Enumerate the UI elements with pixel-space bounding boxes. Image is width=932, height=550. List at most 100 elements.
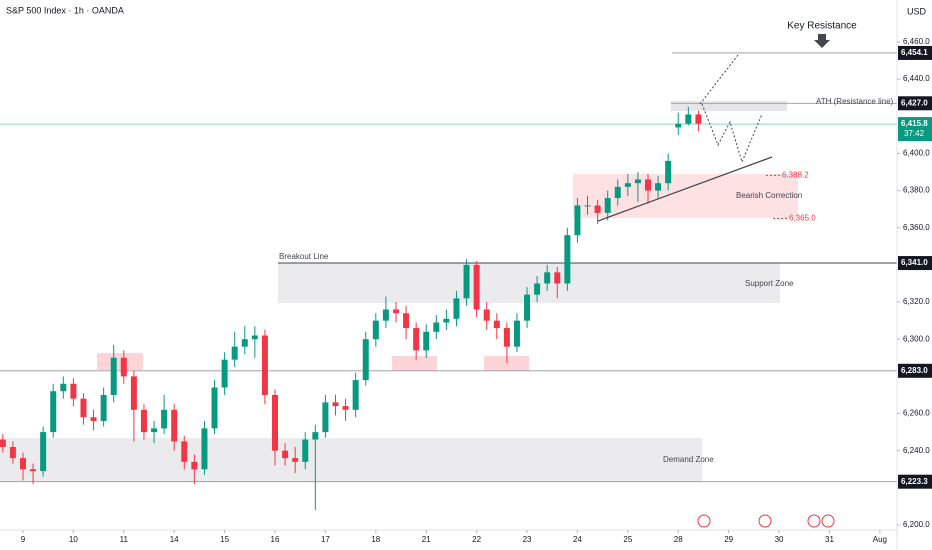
swing-zone (97, 353, 143, 370)
candle-body (594, 205, 601, 213)
candle-body (171, 409, 178, 442)
level-label-box (898, 363, 932, 378)
candle-body (634, 179, 641, 184)
x-tick-label: 23 (523, 535, 532, 544)
candle-body (433, 322, 440, 332)
candle-body (503, 328, 510, 347)
x-tick-label: Aug (873, 535, 887, 544)
x-tick-label: 31 (825, 535, 834, 544)
candle-body (513, 320, 520, 347)
x-tick-label: 9 (21, 535, 26, 544)
currency: USD (907, 6, 927, 16)
x-tick-label: 16 (271, 535, 280, 544)
level-label: 6,341.0 (901, 258, 928, 267)
candle-body (302, 439, 309, 462)
plot (0, 52, 897, 511)
x-tick-label: 22 (472, 535, 481, 544)
candle-body (392, 309, 399, 314)
candle-body (201, 428, 208, 470)
candle-body (554, 272, 561, 284)
x-tick-label: 10 (69, 535, 78, 544)
candle-body (130, 376, 137, 410)
candle-body (90, 417, 97, 421)
candle-body (564, 235, 571, 284)
level-label: 6,454.1 (901, 48, 928, 57)
candle-body (70, 383, 77, 399)
candle-body (292, 458, 299, 462)
x-tick-label: 15 (220, 535, 229, 544)
y-tick-label: 6,300.0 (903, 334, 930, 343)
candle-body (181, 441, 188, 462)
candle-body (574, 205, 581, 236)
candle-body (191, 461, 198, 470)
y-tick-label: 6,200.0 (903, 520, 930, 529)
annotation: Breakout Line (279, 252, 329, 261)
candle-body (685, 114, 692, 124)
candle-body (493, 320, 500, 329)
x-tick-label: 29 (724, 535, 733, 544)
x-tick-label: 28 (674, 535, 683, 544)
candle-body (665, 160, 672, 184)
candle-body (261, 335, 268, 395)
candle-body (675, 123, 682, 128)
candle-body (251, 335, 258, 340)
trendline (597, 156, 773, 222)
level-label: 6,427.0 (901, 98, 928, 107)
candle-body (584, 205, 591, 207)
event-icon (758, 514, 772, 528)
candle-body (0, 439, 6, 447)
candle-body (40, 432, 47, 472)
event-icon (821, 514, 835, 528)
annotation: Bearish Correction (736, 191, 802, 200)
swing-zone (484, 356, 529, 371)
candle-body (332, 402, 339, 407)
x-tick-label: 21 (422, 535, 431, 544)
x-tick-label: 11 (120, 535, 129, 544)
candle-body (282, 450, 289, 459)
candle-body (342, 406, 349, 410)
candle-body (110, 357, 117, 395)
candle-body (80, 398, 87, 418)
annotation: Key Resistance (787, 21, 857, 32)
level-label: 6,223.3 (901, 477, 928, 486)
y-tick-label: 6,360.0 (903, 223, 930, 232)
last-price-box (898, 117, 932, 142)
candle-body (695, 114, 702, 124)
x-tick-label: 14 (170, 535, 179, 544)
candle-body (655, 183, 662, 191)
candle-body (382, 309, 389, 321)
candle-body (161, 409, 168, 429)
price-mark-label: 6,365.0 (789, 214, 816, 223)
candle-body (483, 309, 490, 321)
y-tick-label: 6,380.0 (903, 186, 930, 195)
price-axis (897, 0, 932, 550)
candle-body (453, 298, 460, 319)
candle-body (30, 469, 37, 472)
candle-body (100, 394, 107, 421)
y-tick-label: 6,320.0 (903, 297, 930, 306)
candle-body (50, 391, 57, 433)
candle-body (403, 313, 410, 329)
candle-body (524, 294, 531, 321)
candle-body (544, 272, 551, 284)
candle-body (362, 339, 369, 381)
candle-body (443, 318, 450, 323)
candle-body (614, 186, 621, 199)
level-label-box (898, 96, 932, 111)
candle-body (473, 264, 480, 310)
y-tick-label: 6,440.0 (903, 74, 930, 83)
annotation: ATH (Resistance line) (816, 97, 894, 106)
last-price-label: 6,415.8 (901, 119, 928, 128)
candle-body (645, 179, 652, 191)
annotation: Support Zone (745, 279, 794, 288)
candle-body (534, 283, 541, 295)
countdown: 37:42 (904, 129, 925, 138)
candle-body (19, 458, 26, 470)
level-label: 6,283.0 (901, 366, 928, 375)
projection (701, 103, 763, 164)
candle-body (151, 428, 158, 433)
chart-title: S&P 500 Index · 1h · OANDA (6, 5, 124, 15)
candle-body (372, 320, 379, 340)
candle-body (423, 331, 430, 351)
